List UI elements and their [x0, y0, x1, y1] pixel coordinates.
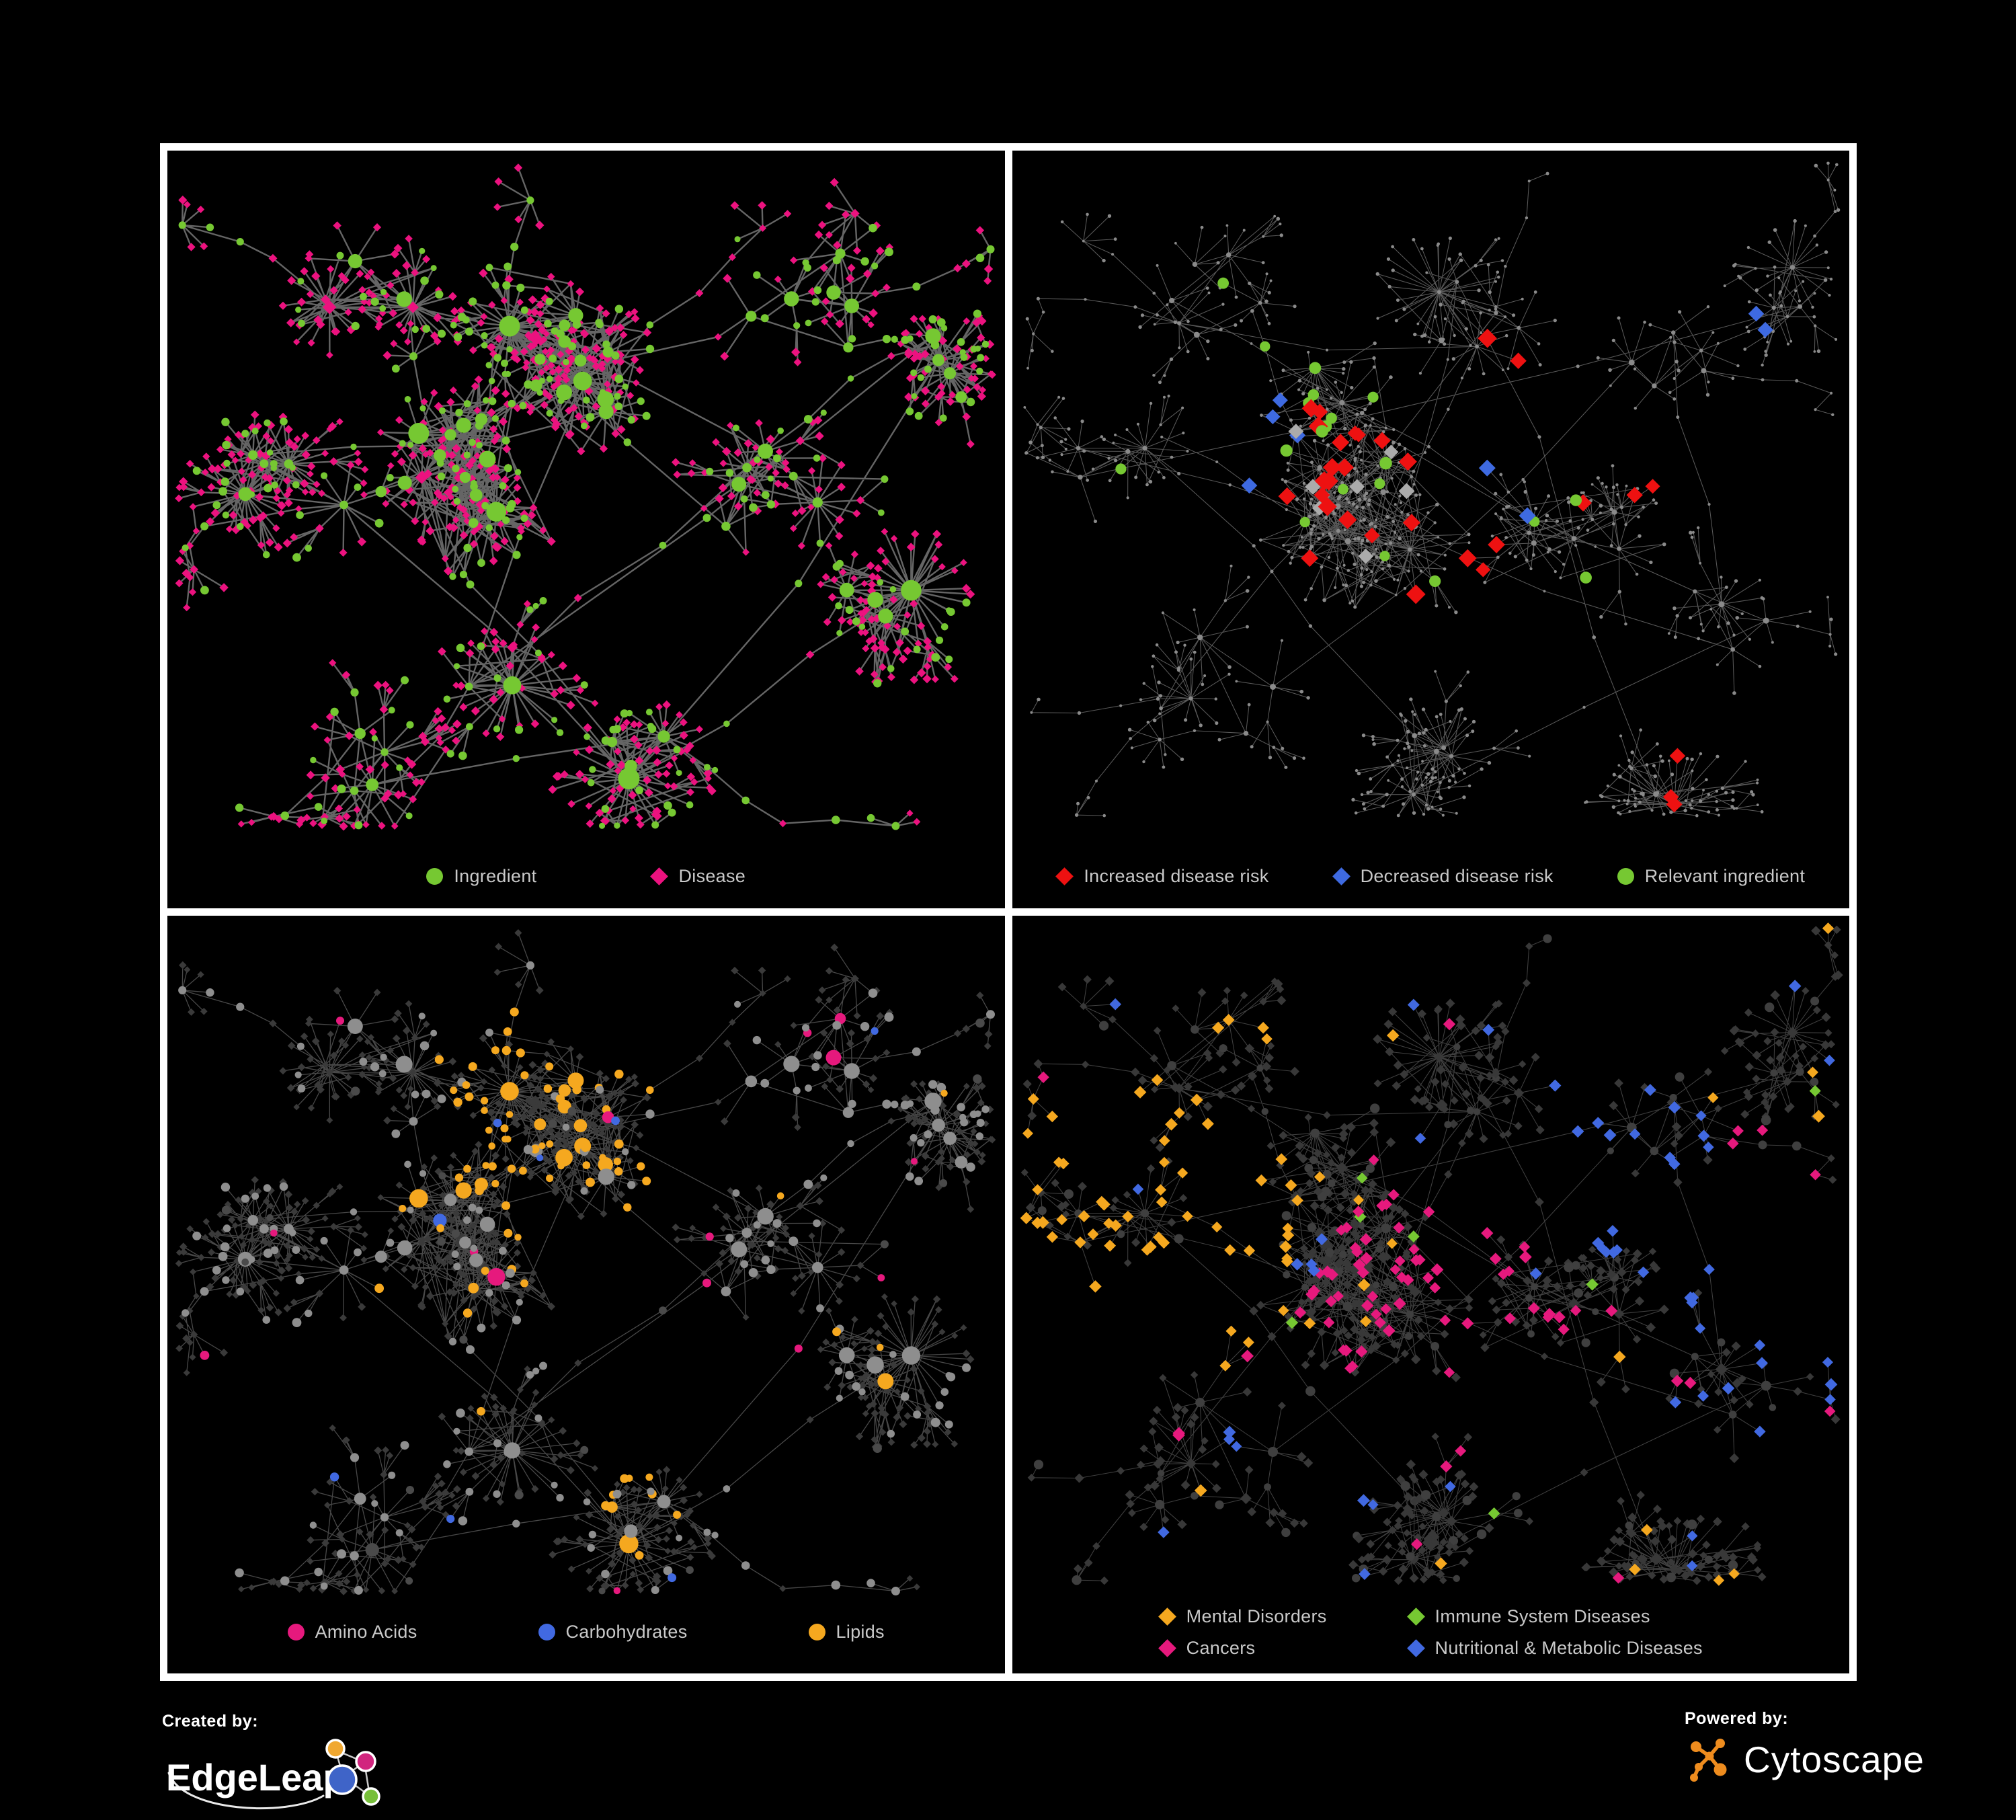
circle-swatch-icon [426, 868, 444, 885]
circle-swatch-icon [538, 1624, 555, 1640]
diamond-swatch-icon [650, 867, 669, 885]
panel-ingredient-disease: Ingredient Disease [167, 151, 1005, 908]
legend-label: Increased disease risk [1084, 866, 1269, 886]
edgeleap-swoosh-icon [167, 1772, 325, 1809]
legend-item: Cancers [1158, 1638, 1327, 1659]
legend-label: Immune System Diseases [1435, 1606, 1650, 1626]
legend-label: Lipids [836, 1622, 885, 1642]
legend-item: Relevant ingredient [1617, 866, 1805, 887]
network-graph-nutrient-class [175, 929, 996, 1595]
legend-item: Ingredient [426, 866, 536, 887]
network-graph-disease-category [1020, 922, 1843, 1586]
diamond-swatch-icon [1332, 867, 1350, 885]
diamond-swatch-icon [1158, 1639, 1176, 1657]
legend-item: Immune System Diseases [1406, 1606, 1703, 1627]
legend-label: Ingredient [454, 866, 537, 886]
network-nodes-highlight [178, 196, 995, 830]
legend-item: Disease [650, 866, 746, 887]
legend-item: Nutritional & Metabolic Diseases [1406, 1638, 1703, 1659]
circle-swatch-icon [808, 1624, 825, 1640]
edgeleap-node-green-icon [362, 1787, 380, 1806]
edgeleap-node-magenta-icon [355, 1751, 376, 1772]
powered-by-label: Powered by: [1685, 1709, 1789, 1728]
edgeleap-logo: EdgeLeap [166, 1739, 380, 1809]
legend-item: Carbohydrates [538, 1622, 688, 1643]
network-nodes-highlight [1115, 277, 1773, 813]
network-graph-disease-risk [1022, 161, 1840, 818]
legend: Ingredient Disease [167, 866, 1005, 887]
legend-label: Cancers [1186, 1638, 1256, 1658]
legend: Mental Disorders Immune System Diseases Ca… [1012, 1606, 1850, 1659]
legend: Increased disease risk Decreased disease … [1012, 866, 1850, 887]
legend-item: Decreased disease risk [1332, 866, 1554, 887]
network-edges [1024, 163, 1839, 816]
edgeleap-credit: Created by: EdgeLeap [162, 1712, 404, 1819]
cytoscape-wordmark: Cytoscape [1744, 1739, 1925, 1780]
network-nodes-highlight [178, 961, 995, 1595]
edgeleap-node-blue-icon [327, 1764, 358, 1795]
legend-item: Amino Acids [287, 1622, 417, 1643]
legend-item: Mental Disorders [1158, 1606, 1327, 1627]
circle-swatch-icon [1617, 868, 1634, 885]
network-nodes-base [1022, 161, 1840, 818]
cytoscape-logo-row: Cytoscape [1685, 1735, 1925, 1784]
diamond-swatch-icon [1406, 1608, 1425, 1626]
legend-item: Lipids [808, 1622, 885, 1643]
panel-disease-category: Mental Disorders Immune System Diseases Ca… [1012, 916, 1850, 1673]
circle-swatch-icon [287, 1624, 305, 1640]
legend-label: Relevant ingredient [1644, 866, 1806, 886]
legend: Amino Acids Carbohydrates Lipids [167, 1622, 1005, 1643]
network-graph-ingredient-disease [175, 163, 996, 831]
cytoscape-icon [1690, 1739, 1727, 1782]
created-by-label: Created by: [162, 1712, 259, 1731]
network-nodes-highlight [1020, 922, 1837, 1586]
diamond-swatch-icon [1406, 1639, 1425, 1657]
diamond-swatch-icon [1158, 1608, 1176, 1626]
network-nodes-base [1020, 925, 1843, 1585]
panel-disease-risk: Increased disease risk Decreased disease … [1012, 151, 1850, 908]
network-nodes-base [175, 163, 996, 831]
legend-item: Increased disease risk [1055, 866, 1269, 887]
cytoscape-credit: Powered by: Cytoscape [1685, 1709, 1925, 1784]
panel-grid: Ingredient Disease Increased disease risk… [160, 143, 1857, 1681]
legend-label: Decreased disease risk [1360, 866, 1554, 886]
diamond-swatch-icon [1055, 867, 1074, 885]
edgeleap-node-orange-icon [325, 1739, 346, 1759]
legend-label: Carbohydrates [565, 1622, 688, 1642]
panel-nutrient-class: Amino Acids Carbohydrates Lipids [167, 916, 1005, 1673]
legend-label: Amino Acids [315, 1622, 417, 1642]
legend-label: Disease [678, 866, 746, 886]
edgeleap-wordmark: EdgeLeap [166, 1756, 346, 1798]
legend-label: Mental Disorders [1186, 1606, 1327, 1626]
legend-label: Nutritional & Metabolic Diseases [1435, 1638, 1703, 1658]
